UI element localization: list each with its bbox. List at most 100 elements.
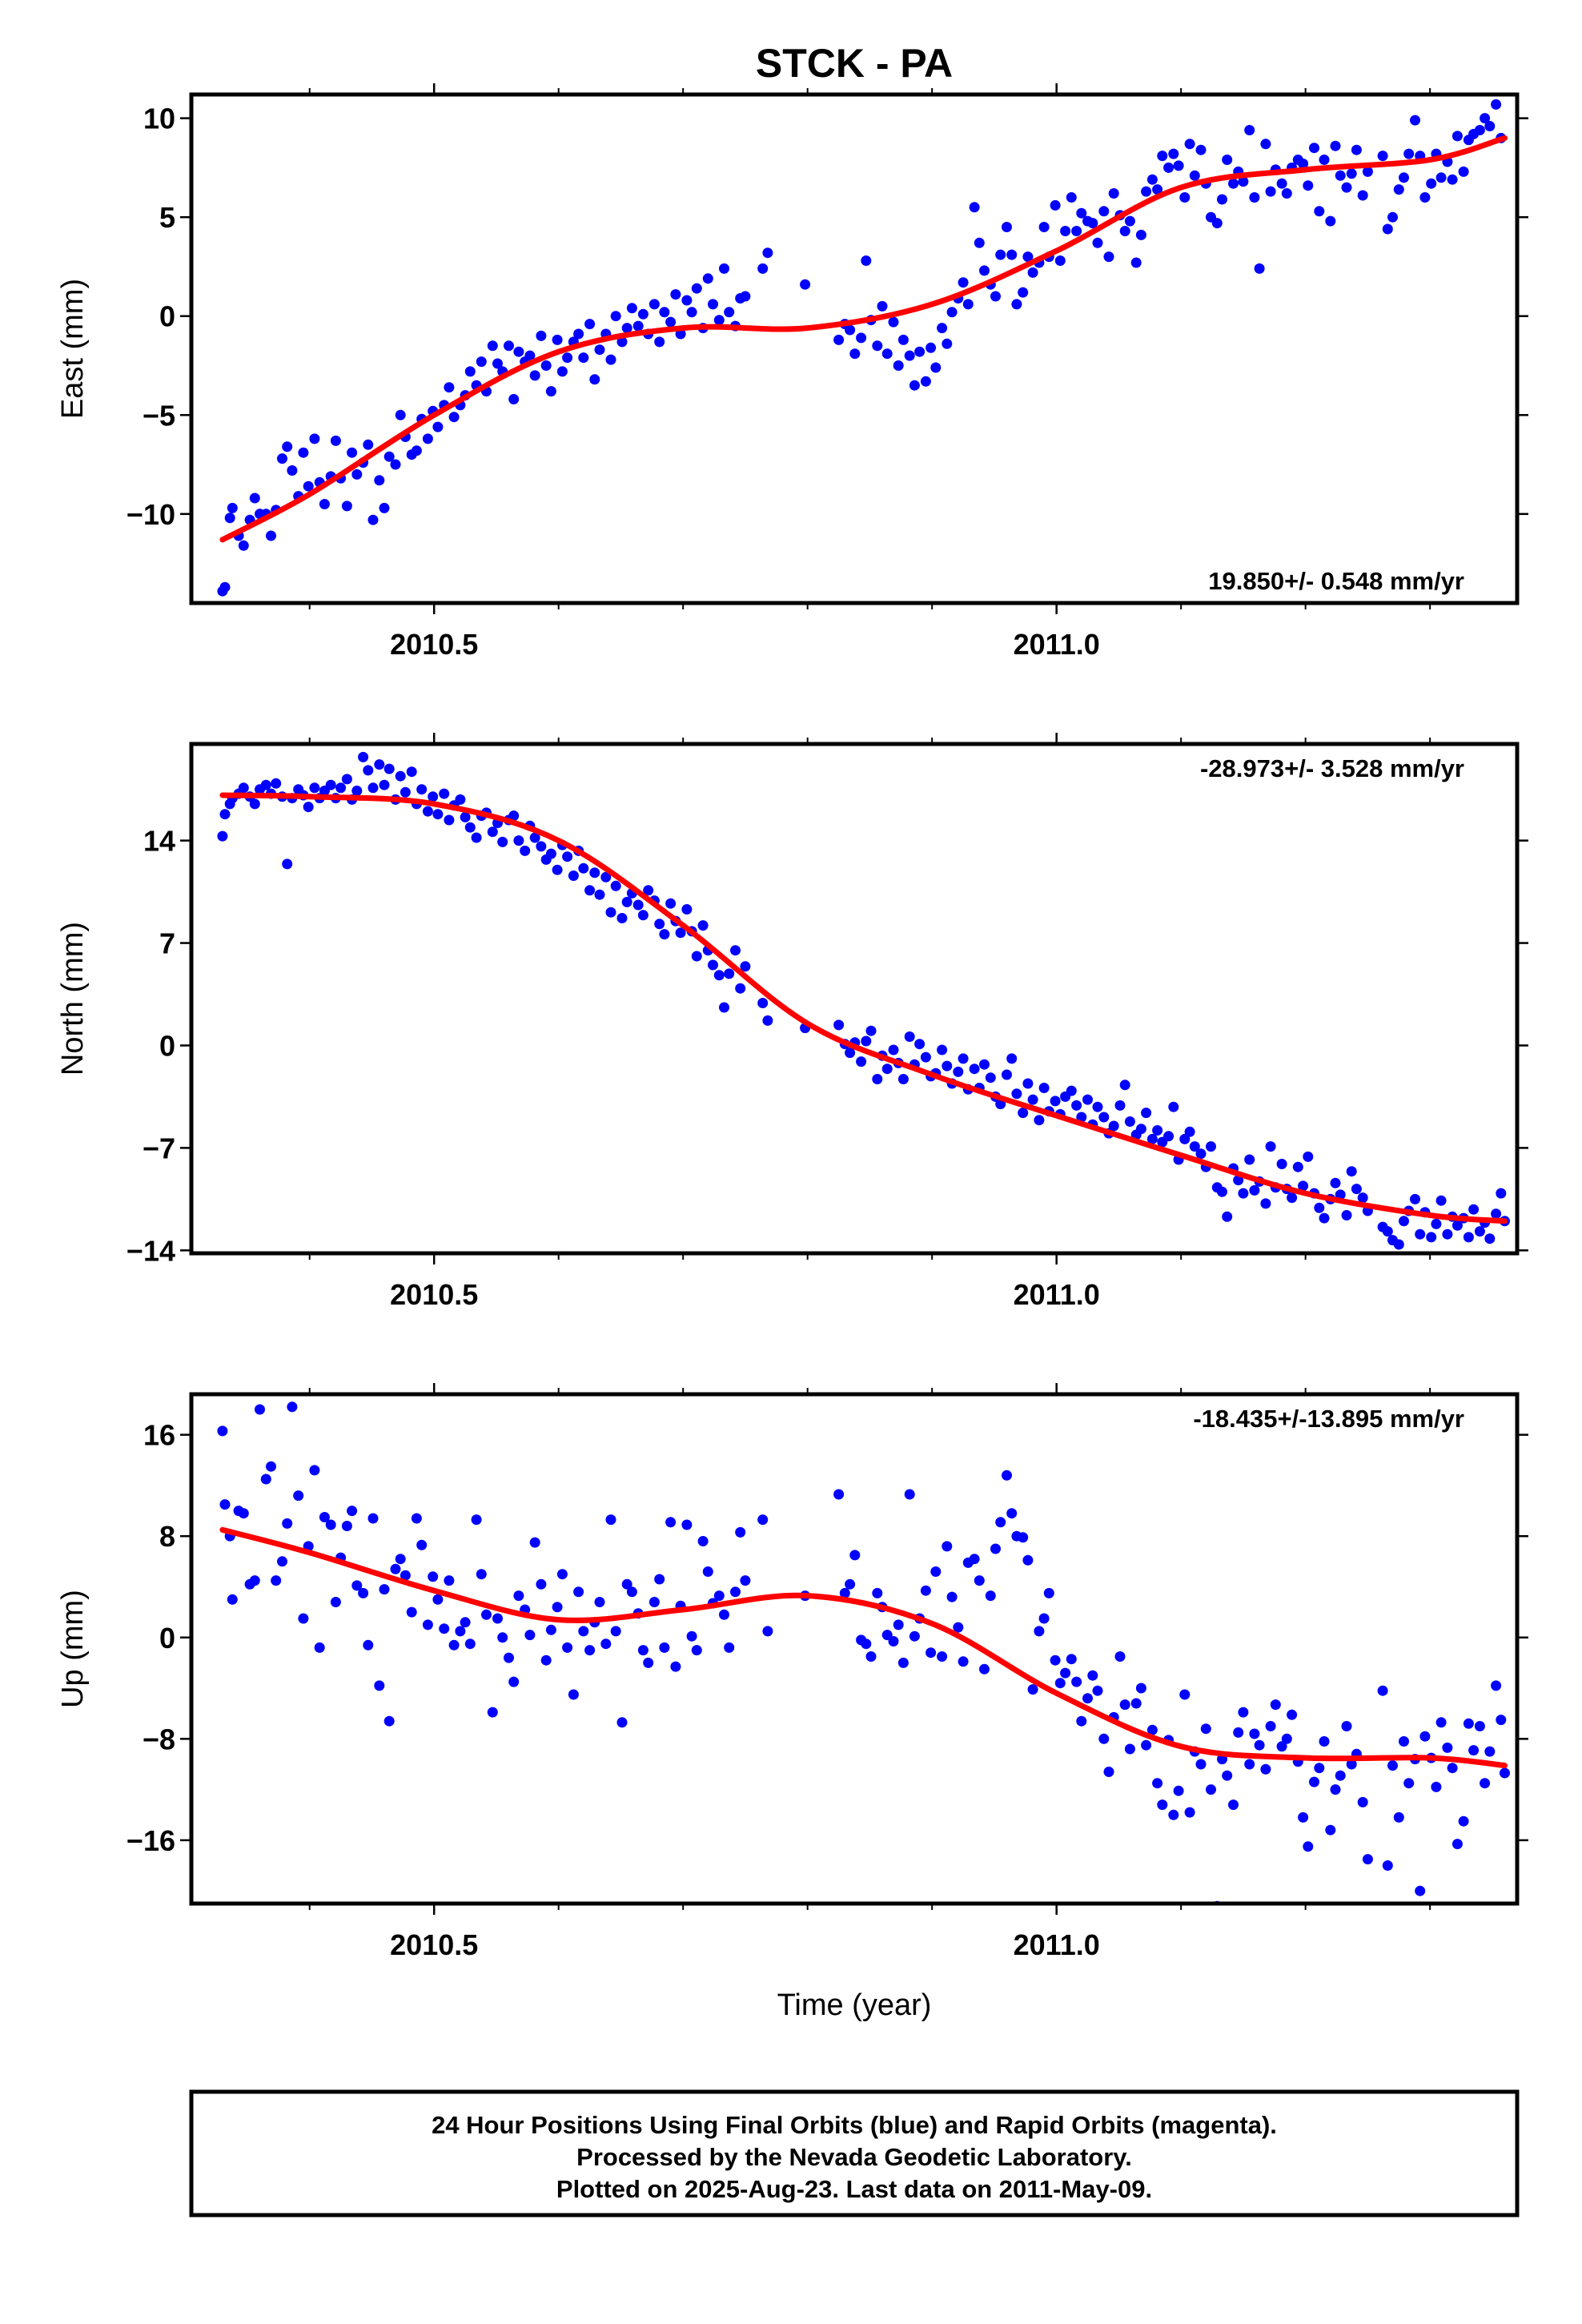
north-data-point	[219, 809, 231, 820]
north-data-point	[1038, 1083, 1050, 1093]
up-data-point	[460, 1617, 471, 1628]
north-data-point	[861, 1035, 872, 1047]
up-rate-label: -18.435+/-13.895 mm/yr	[1193, 1405, 1464, 1433]
north-data-point	[363, 765, 374, 776]
up-data-point	[1060, 1667, 1071, 1679]
east-data-point	[691, 283, 702, 294]
east-data-point	[589, 374, 600, 385]
up-data-point	[681, 1519, 693, 1530]
east-data-point	[1222, 155, 1233, 165]
north-data-point	[740, 961, 751, 972]
east-data-point	[946, 307, 958, 318]
up-data-point	[573, 1586, 584, 1598]
up-data-point	[974, 1575, 985, 1586]
east-data-point	[621, 323, 632, 334]
up-data-point	[1200, 1723, 1211, 1735]
north-data-point	[529, 832, 540, 843]
north-data-point	[757, 998, 769, 1008]
up-data-point	[1222, 1770, 1233, 1781]
east-data-point	[545, 386, 556, 397]
east-y-tick-label: −5	[143, 399, 175, 432]
east-data-point	[1325, 215, 1336, 227]
east-data-point	[1458, 166, 1469, 177]
north-data-point	[552, 864, 563, 875]
east-data-point	[282, 441, 293, 452]
north-data-point	[282, 858, 293, 870]
east-data-point	[573, 328, 584, 340]
north-data-point	[1184, 1126, 1195, 1137]
north-data-point	[1179, 1133, 1191, 1144]
up-data-point	[1458, 1815, 1469, 1827]
east-data-point	[319, 499, 330, 509]
up-data-point	[719, 1609, 729, 1620]
north-data-point	[979, 1059, 990, 1070]
east-data-point	[287, 465, 298, 476]
up-fit-curve	[219, 1526, 1508, 1769]
east-data-point	[448, 412, 460, 423]
east-data-point	[1480, 113, 1491, 124]
up-data-point	[1238, 1707, 1249, 1718]
east-data-point	[1066, 192, 1077, 203]
up-data-point	[556, 1569, 568, 1580]
up-data-point	[363, 1639, 374, 1651]
east-data-point	[1018, 287, 1029, 298]
up-data-point	[219, 1499, 231, 1510]
north-data-point	[1092, 1101, 1103, 1112]
north-data-point	[584, 885, 596, 896]
north-data-point	[856, 1056, 867, 1068]
north-data-point	[888, 1044, 899, 1055]
east-data-point	[1103, 251, 1114, 263]
east-data-point	[1054, 255, 1066, 266]
north-data-point	[1135, 1124, 1146, 1135]
east-data-point	[1238, 176, 1249, 187]
east-data-point	[1399, 172, 1409, 183]
north-data	[217, 751, 1510, 1250]
up-y-tick-label: 8	[159, 1520, 175, 1553]
north-data-point	[589, 867, 600, 879]
north-data-point	[341, 774, 352, 785]
east-data-point	[1050, 199, 1061, 211]
north-data-point	[487, 826, 498, 838]
north-data-point	[335, 782, 347, 794]
up-data-point	[697, 1536, 709, 1546]
east-data-point	[897, 334, 909, 345]
north-data-point	[1468, 1204, 1480, 1215]
up-data-point	[670, 1661, 681, 1672]
up-data-point	[686, 1630, 697, 1642]
up-data-point	[904, 1489, 915, 1500]
east-data-point	[610, 311, 621, 322]
up-data-point	[227, 1594, 238, 1605]
up-data-point	[616, 1717, 628, 1728]
up-data-point	[422, 1619, 433, 1630]
up-data-point	[287, 1401, 298, 1413]
north-data-point	[1168, 1101, 1179, 1112]
up-data-point	[406, 1606, 417, 1618]
up-data-point	[271, 1575, 282, 1586]
north-data-point	[238, 782, 249, 794]
up-data-point	[504, 1652, 514, 1663]
up-data-point	[282, 1518, 293, 1529]
up-data-point	[893, 1619, 904, 1630]
north-data-point	[464, 822, 476, 833]
up-data-point	[347, 1506, 358, 1517]
up-data-point	[536, 1578, 547, 1590]
east-data-point	[675, 328, 686, 340]
east-data-point	[1135, 229, 1146, 240]
east-data-point	[962, 299, 974, 310]
up-y-tick-label: −16	[126, 1824, 175, 1857]
up-data-point	[524, 1630, 536, 1641]
east-data-point	[227, 502, 238, 513]
up-data-point	[400, 1570, 411, 1581]
up-data-point	[861, 1638, 872, 1650]
east-data-point	[1002, 222, 1012, 232]
up-data-point	[314, 1642, 325, 1653]
east-data-point	[713, 315, 725, 326]
up-y-axis-label: Up (mm)	[56, 1590, 90, 1708]
footer-line-1: 24 Hour Positions Using Final Orbits (bl…	[432, 2111, 1277, 2139]
up-data-point	[872, 1587, 883, 1598]
up-data-point	[444, 1575, 455, 1586]
east-data-point	[702, 273, 713, 284]
east-y-axis-label: East (mm)	[56, 279, 90, 419]
up-data-point	[390, 1563, 401, 1574]
